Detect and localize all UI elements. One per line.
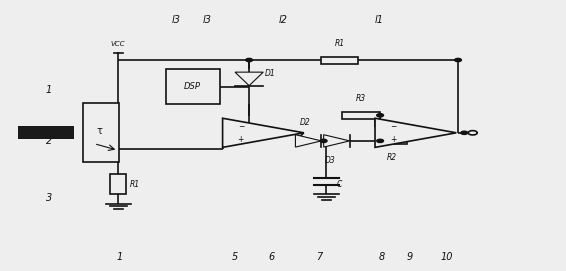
- Text: D3: D3: [324, 156, 335, 165]
- Text: 7: 7: [316, 252, 323, 262]
- Text: l3: l3: [202, 15, 211, 25]
- FancyBboxPatch shape: [376, 137, 407, 144]
- Text: l3: l3: [171, 15, 180, 25]
- Circle shape: [377, 114, 384, 117]
- FancyBboxPatch shape: [321, 57, 358, 63]
- Text: R1: R1: [335, 39, 345, 48]
- Text: +: +: [390, 134, 397, 144]
- Text: τ: τ: [96, 127, 102, 137]
- Polygon shape: [235, 72, 263, 86]
- Text: l1: l1: [375, 15, 384, 25]
- Circle shape: [320, 139, 327, 143]
- Text: VCC: VCC: [111, 41, 126, 47]
- Bar: [166, 69, 220, 105]
- Bar: [83, 103, 119, 162]
- Text: 1: 1: [45, 85, 52, 95]
- Text: R3: R3: [356, 94, 366, 103]
- Polygon shape: [375, 118, 456, 147]
- Text: D1: D1: [265, 69, 276, 78]
- Polygon shape: [222, 118, 304, 147]
- Circle shape: [461, 131, 468, 134]
- Text: R2: R2: [387, 153, 396, 162]
- Text: 1: 1: [116, 252, 122, 262]
- Text: −: −: [390, 122, 397, 131]
- Text: 8: 8: [379, 252, 385, 262]
- FancyBboxPatch shape: [342, 112, 380, 119]
- Text: l2: l2: [278, 15, 288, 25]
- Polygon shape: [324, 135, 350, 147]
- Circle shape: [246, 58, 252, 62]
- Text: R1: R1: [130, 179, 140, 189]
- Text: +: +: [238, 134, 244, 144]
- Polygon shape: [295, 135, 321, 147]
- Circle shape: [468, 131, 477, 135]
- Text: 6: 6: [269, 252, 275, 262]
- Text: D2: D2: [300, 118, 311, 127]
- Text: 3: 3: [45, 192, 52, 202]
- Text: DSP: DSP: [184, 82, 201, 92]
- Text: 10: 10: [440, 252, 453, 262]
- Text: 5: 5: [232, 252, 238, 262]
- Text: −: −: [238, 122, 244, 131]
- FancyBboxPatch shape: [110, 174, 126, 194]
- Text: 9: 9: [407, 252, 413, 262]
- Text: 2: 2: [45, 136, 52, 146]
- Circle shape: [377, 139, 384, 143]
- Text: C: C: [337, 179, 342, 189]
- Circle shape: [454, 58, 461, 62]
- Bar: [18, 126, 74, 139]
